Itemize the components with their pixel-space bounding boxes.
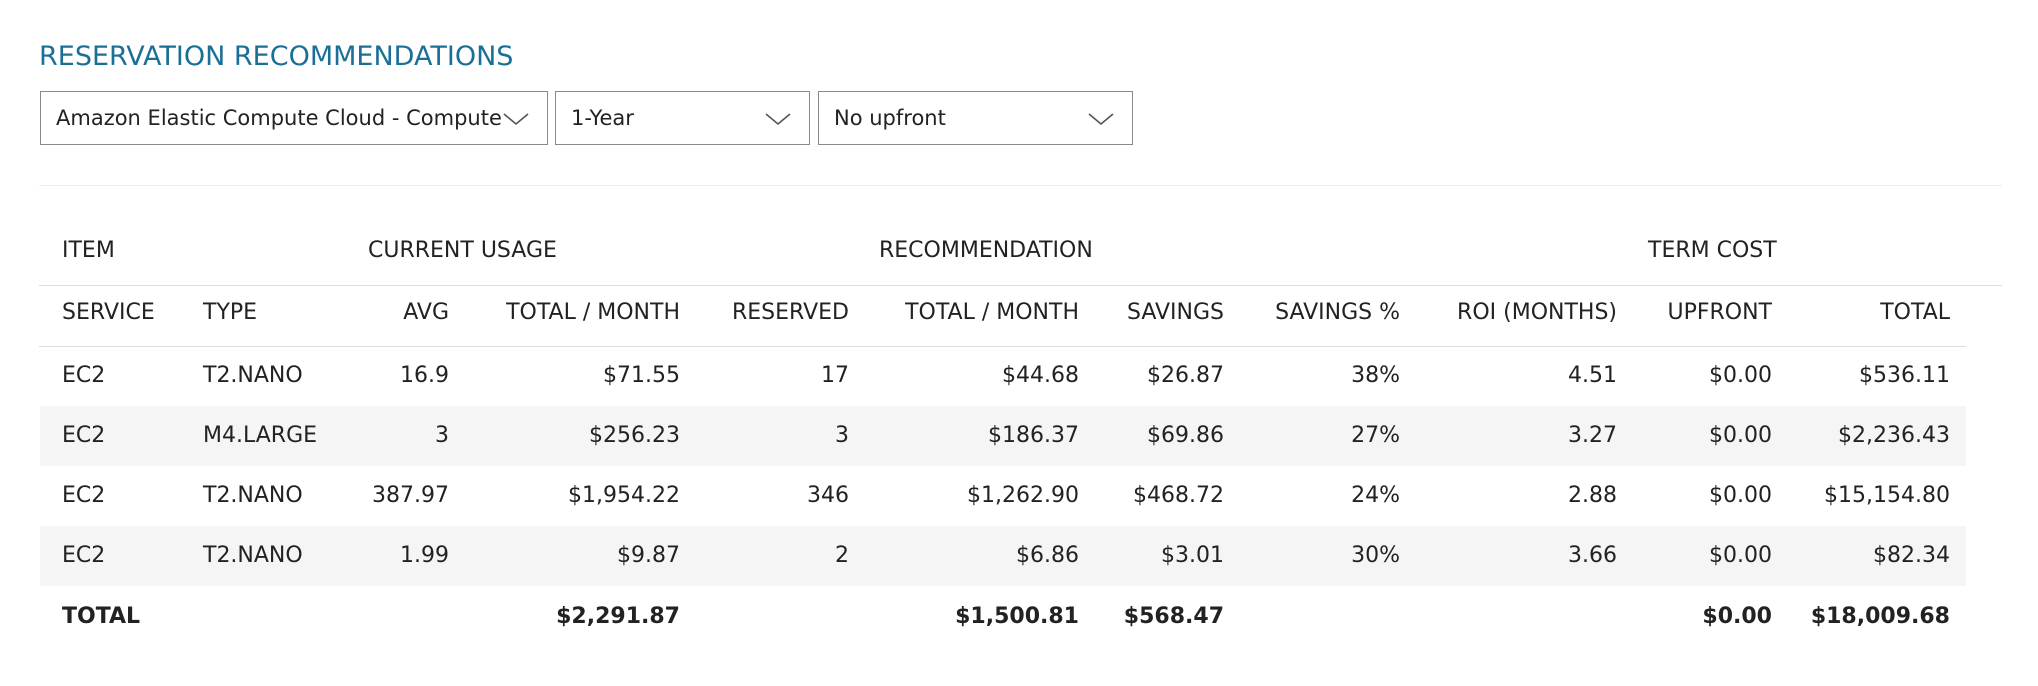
chevron [503,113,529,126]
table-cell: $82.34 [1873,543,1950,568]
table-cell: $468.72 [1133,483,1224,508]
divider [39,185,2002,186]
table-cell: 387.97 [372,483,449,508]
table-cell: 38% [1351,363,1400,388]
table-cell: 3 [435,423,449,448]
table-cell: 16.9 [400,363,449,388]
table-cell: 3.27 [1568,423,1617,448]
table-cell: M4.LARGE [203,423,318,448]
group-header: ITEM [62,238,115,263]
column-header: UPFRONT [1667,300,1772,325]
table-cell: $1,262.90 [967,483,1079,508]
total-cell: $568.47 [1123,604,1224,629]
table-cell: EC2 [62,543,106,568]
table-cell: $3.01 [1161,543,1224,568]
table-cell: $2,236.43 [1838,423,1950,448]
table-cell: EC2 [62,423,106,448]
column-header: AVG [403,300,449,325]
column-header: TOTAL / MONTH [506,300,680,325]
column-header: ROI (MONTHS) [1457,300,1617,325]
table-cell: $15,154.80 [1824,483,1950,508]
term-dropdown[interactable]: 1-Year [555,91,810,145]
table-cell: $6.86 [1016,543,1079,568]
table-cell: $0.00 [1709,363,1772,388]
dropdown-value: 1-Year [571,106,634,130]
table-cell: 1.99 [400,543,449,568]
table-cell: EC2 [62,363,106,388]
group-header: TERM COST [1648,238,1777,263]
table-cell: $69.86 [1147,423,1224,448]
total-cell: $2,291.87 [556,604,680,629]
column-header: SAVINGS [1126,300,1224,325]
table-cell: $9.87 [617,543,680,568]
table-cell: 4.51 [1568,363,1617,388]
table-cell: $536.11 [1859,363,1950,388]
table-cell: 3 [835,423,849,448]
table-cell: 2.88 [1568,483,1617,508]
dropdown-value: No upfront [834,106,946,130]
table-cell: 17 [821,363,849,388]
table-cell: $26.87 [1147,363,1224,388]
table-cell: $0.00 [1709,543,1772,568]
column-header: TOTAL [1880,300,1950,325]
table-cell: $186.37 [988,423,1079,448]
table-cell: T2.NANO [203,363,303,388]
table-cell: $44.68 [1002,363,1079,388]
total-cell: $18,009.68 [1810,604,1950,629]
table-cell: EC2 [62,483,106,508]
total-cell: TOTAL [62,604,141,629]
group-header: RECOMMENDATION [879,238,1093,263]
table-cell: 24% [1351,483,1400,508]
divider [39,346,1966,347]
table-cell: $0.00 [1709,483,1772,508]
table-cell: 30% [1351,543,1400,568]
table-cell: $71.55 [603,363,680,388]
payment-dropdown[interactable]: No upfront [818,91,1133,145]
column-header: TYPE [203,300,258,325]
column-header: SERVICE [62,300,155,325]
page-title: RESERVATION RECOMMENDATIONS [39,41,514,72]
column-header: TOTAL / MONTH [905,300,1079,325]
dropdown-value: Amazon Elastic Compute Cloud - Compute [56,106,502,130]
column-header: SAVINGS % [1275,300,1400,325]
total-cell: $0.00 [1702,604,1772,629]
table-cell: $256.23 [589,423,680,448]
row-stripe [40,406,1966,466]
table-cell: T2.NANO [203,483,303,508]
table-cell: $0.00 [1709,423,1772,448]
total-cell: $1,500.81 [955,604,1079,629]
table-cell: T2.NANO [203,543,303,568]
table-cell: 3.66 [1568,543,1617,568]
table-cell: 346 [807,483,849,508]
table-cell: 2 [835,543,849,568]
row-stripe [40,526,1966,586]
group-header: CURRENT USAGE [368,238,557,263]
table-cell: 27% [1351,423,1400,448]
chevron [1088,113,1114,126]
column-header: RESERVED [731,300,849,325]
service-dropdown[interactable]: Amazon Elastic Compute Cloud - Compute [40,91,548,145]
divider [39,285,2002,286]
chevron [765,113,791,126]
table-cell: $1,954.22 [568,483,680,508]
